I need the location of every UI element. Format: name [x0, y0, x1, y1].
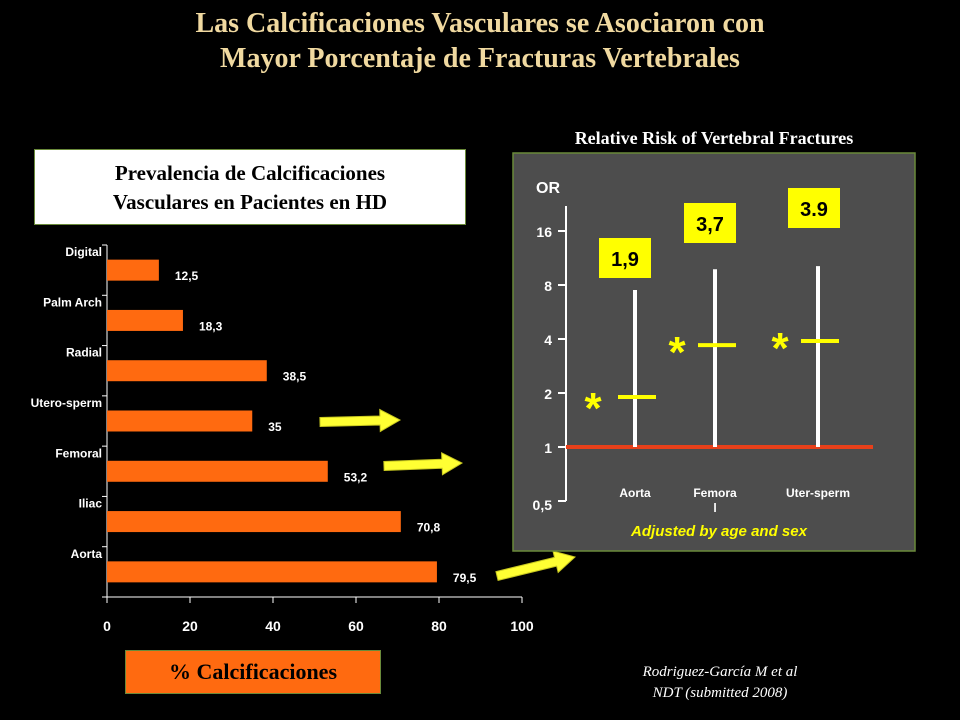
bar-utero-sperm	[107, 410, 253, 432]
or-y-tick-label: 16	[536, 224, 552, 240]
prevalence-title-line2: Vasculares en Pacientes en HD	[112, 190, 388, 214]
bar-category-label: Iliac	[79, 497, 103, 511]
or-value-box	[788, 188, 840, 228]
bar-value-label: 38,5	[283, 370, 307, 384]
or-y-axis-title: OR	[536, 180, 560, 197]
bar-category-label: Utero-sperm	[31, 396, 102, 410]
or-category-label: Femora	[693, 486, 737, 500]
x-axis-title-box: % Calcificaciones	[125, 650, 381, 694]
or-significance-star: *	[668, 328, 686, 377]
bar-x-tick-label: 0	[103, 618, 111, 634]
bar-value-label: 18,3	[199, 319, 223, 333]
or-value-box	[684, 203, 736, 243]
bar-value-label: 12,5	[175, 269, 199, 283]
bar-category-label: Aorta	[71, 547, 103, 561]
citation-line1: Rodriguez-García M et al	[642, 664, 798, 680]
bar-radial	[107, 360, 267, 382]
citation: Rodriguez-García M et al NDT (submitted …	[600, 662, 840, 704]
slide-title: Las Calcificaciones Vasculares se Asocia…	[0, 6, 960, 76]
bar-value-label: 79,5	[453, 571, 477, 585]
bar-aorta	[107, 561, 437, 583]
bar-category-label: Femoral	[55, 446, 102, 460]
or-y-tick-label: 2	[544, 386, 552, 402]
or-category-label: Uter-sperm	[786, 486, 850, 500]
bar-value-label: 70,8	[417, 521, 441, 535]
prevalence-title-line1: Prevalencia de Calcificaciones	[114, 161, 386, 185]
bar-x-tick-label: 20	[182, 618, 198, 634]
arrow-femoral	[383, 451, 464, 476]
or-y-tick-label: 1	[544, 440, 552, 456]
bar-x-tick-label: 60	[348, 618, 364, 634]
bar-x-tick-label: 40	[265, 618, 281, 634]
slide-title-line2: Mayor Porcentaje de Fracturas Vertebrale…	[220, 43, 740, 74]
bar-x-tick-label: 80	[431, 618, 447, 634]
bar-value-label: 35	[268, 420, 282, 434]
or-value-label: 3.9	[800, 199, 828, 221]
or-y-tick-label: 0,5	[533, 497, 553, 513]
or-y-tick-label: 8	[544, 278, 552, 294]
or-value-box	[599, 238, 651, 278]
arrow-utero-sperm	[319, 408, 402, 433]
bar-femoral	[107, 460, 328, 482]
arrow-shape	[319, 408, 402, 433]
bar-category-label: Radial	[66, 346, 102, 360]
bar-iliac	[107, 511, 401, 533]
or-value-label: 3,7	[696, 214, 724, 236]
bar-palm-arch	[107, 309, 183, 331]
prevalence-title-box: Prevalencia de Calcificaciones Vasculare…	[34, 149, 466, 225]
bar-x-tick-label: 100	[510, 618, 534, 634]
or-category-label: l	[713, 501, 716, 515]
or-significance-star: *	[584, 384, 602, 433]
citation-line2: NDT (submitted 2008)	[652, 685, 788, 701]
arrow-aorta	[495, 550, 577, 581]
or-y-tick-label: 4	[544, 332, 552, 348]
bar-category-label: Palm Arch	[43, 295, 102, 309]
relative-risk-title: Relative Risk of Vertebral Fractures	[574, 128, 854, 148]
arrow-shape	[495, 550, 577, 581]
bar-value-label: 53,2	[344, 470, 368, 484]
or-adjustment-note: Adjusted by age and sex	[630, 523, 808, 540]
arrow-shape	[383, 451, 464, 476]
bar-digital	[107, 259, 159, 281]
or-significance-star: *	[771, 324, 789, 373]
or-value-label: 1,9	[611, 249, 639, 271]
bar-category-label: Digital	[65, 245, 102, 259]
slide-title-line1: Las Calcificaciones Vasculares se Asocia…	[195, 8, 765, 39]
or-category-label: Aorta	[619, 486, 651, 500]
